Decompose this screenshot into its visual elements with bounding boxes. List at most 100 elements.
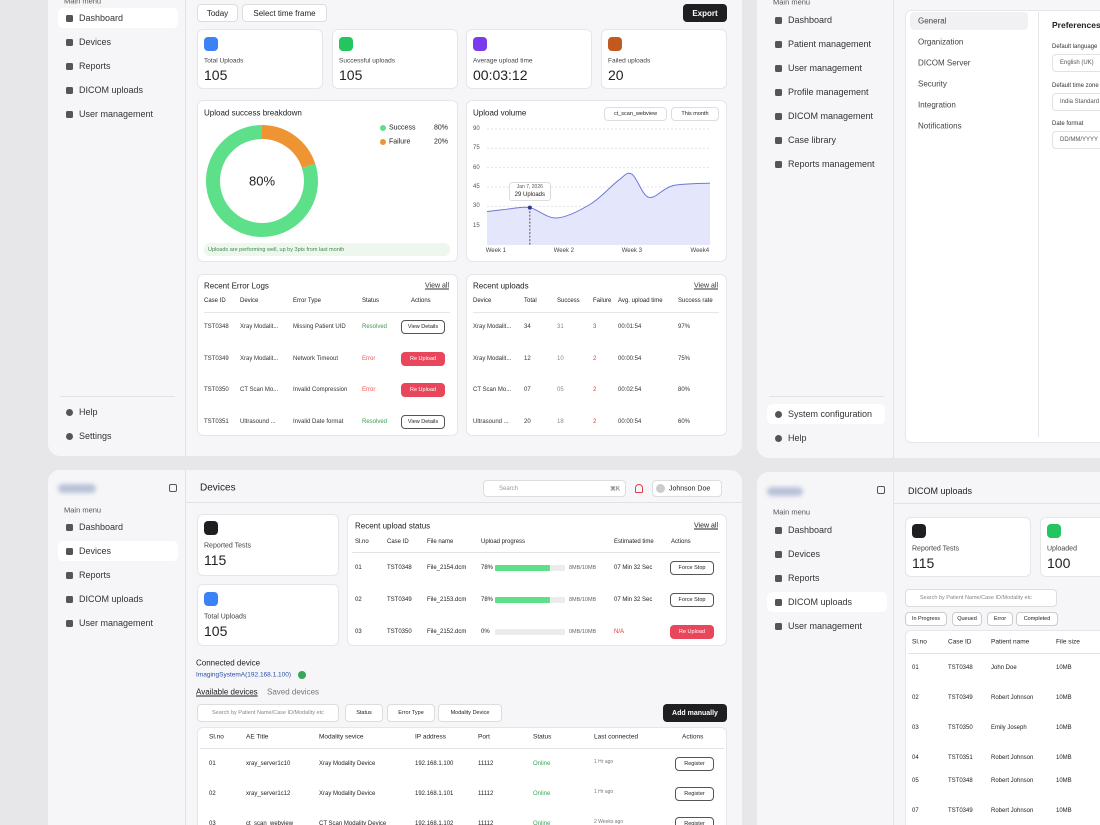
menu-item[interactable]: User management <box>788 621 863 631</box>
menu-item[interactable]: User management <box>79 109 154 119</box>
filter-select[interactable]: ct_scan_webview <box>604 107 667 121</box>
menu-item[interactable]: Case library <box>788 135 837 145</box>
menu-item[interactable]: DICOM uploads <box>788 597 853 607</box>
table-cell: 11112 <box>478 791 494 797</box>
menu-item[interactable]: DICOM uploads <box>79 85 144 95</box>
table-cell: TST0351 <box>948 755 973 761</box>
action-button[interactable]: View Details <box>401 320 445 334</box>
table-cell: File_2152.dcm <box>427 629 467 635</box>
filter-select[interactable]: Modality Device <box>438 704 502 722</box>
menu-item[interactable]: Devices <box>79 546 112 556</box>
menu-item[interactable]: System configuration <box>788 409 873 419</box>
settings-nav-item[interactable]: DICOM Server <box>918 58 971 68</box>
search-box[interactable] <box>197 704 339 722</box>
card-title: Upload success breakdown <box>204 108 302 118</box>
action-button[interactable]: Re Upload <box>401 383 445 397</box>
table-cell: 2 <box>593 419 597 425</box>
field-value: DD/MM/YYYY <box>1060 137 1099 143</box>
menu-item[interactable]: Dashboard <box>79 13 124 23</box>
table-cell: TST0349 <box>204 356 229 362</box>
menu-item[interactable]: Reports <box>788 573 820 583</box>
filter-chip[interactable]: In Progress <box>905 612 947 626</box>
y-tick-label: 15 <box>473 222 480 229</box>
action-button[interactable]: Force Stop <box>670 593 714 607</box>
settings-nav-item[interactable]: Security <box>918 79 947 89</box>
menu-item[interactable]: Profile management <box>788 87 869 97</box>
action-button[interactable]: View Details <box>401 415 445 429</box>
filter-chip[interactable]: Error <box>987 612 1013 626</box>
range-select[interactable]: Today <box>197 4 238 22</box>
menu-item[interactable]: Dashboard <box>788 525 833 535</box>
action-button[interactable]: Re Upload <box>670 625 714 639</box>
table-cell: 07 <box>524 387 531 393</box>
menu-item[interactable]: Reports <box>79 61 111 71</box>
legend-value: 80% <box>433 124 448 132</box>
sidebar-toggle[interactable] <box>169 484 177 492</box>
action-button[interactable]: Force Stop <box>670 561 714 575</box>
column-header: Device <box>240 298 259 304</box>
menu-item[interactable]: Reports <box>79 570 111 580</box>
search-box[interactable] <box>483 480 626 497</box>
settings-nav-item[interactable]: Integration <box>918 100 956 110</box>
menu-title: Main menu <box>773 507 811 517</box>
table-cell: 01 <box>912 665 919 671</box>
icon <box>775 598 782 606</box>
menu-item[interactable]: DICOM uploads <box>79 594 144 604</box>
settings-nav-item[interactable]: Organization <box>918 37 964 47</box>
add-button[interactable]: Add manually <box>663 704 727 722</box>
table-cell: CT Scan Mo... <box>240 387 279 393</box>
settings-nav-item[interactable]: Notifications <box>918 121 962 131</box>
filter-select[interactable]: Error Type <box>387 704 435 722</box>
menu-item[interactable]: User management <box>79 618 154 628</box>
user-menu[interactable] <box>652 480 722 497</box>
filter-chip[interactable]: Queued <box>952 612 982 626</box>
menu-item[interactable]: Devices <box>788 549 821 559</box>
table-cell: ct_scan_webview <box>246 821 294 825</box>
export-button[interactable]: Export <box>683 4 727 22</box>
filter-select[interactable]: Status <box>345 704 383 722</box>
icon <box>66 408 73 416</box>
register-button[interactable]: Register <box>675 757 714 771</box>
menu-item[interactable]: DICOM management <box>788 111 874 121</box>
settings-nav-item[interactable]: General <box>918 16 947 26</box>
menu-item[interactable]: Settings <box>79 431 112 441</box>
register-button[interactable]: Register <box>675 787 714 801</box>
icon <box>66 547 73 555</box>
view-all[interactable]: View all <box>694 522 718 530</box>
menu-item[interactable]: Help <box>788 433 807 443</box>
column-header: Status <box>362 298 380 304</box>
stat-label: Total Uploads <box>204 613 247 621</box>
table-cell: TST0348 <box>948 665 973 671</box>
table-cell: Missing Patient UID <box>293 324 346 330</box>
menu-item[interactable]: Devices <box>79 37 112 47</box>
menu-item[interactable]: Help <box>79 407 98 417</box>
table-cell: 192.168.1.102 <box>415 821 454 825</box>
tab[interactable]: Available devices <box>196 687 258 697</box>
filter-chip[interactable]: Completed <box>1016 612 1058 626</box>
column-header: IP address <box>415 733 446 741</box>
view-all[interactable]: View all <box>425 282 449 290</box>
notification-icon[interactable] <box>635 484 643 493</box>
menu-item[interactable]: Patient management <box>788 39 872 49</box>
table-cell: File_2154.dcm <box>427 565 467 571</box>
section-title: Preferences <box>1052 20 1100 30</box>
filter-select[interactable]: This month <box>671 107 719 121</box>
card <box>197 727 727 825</box>
card-title: Recent Error Logs <box>204 281 269 291</box>
search-box[interactable] <box>905 589 1057 607</box>
menu-item[interactable]: Dashboard <box>79 522 124 532</box>
legend-dot <box>380 125 386 131</box>
menu-item[interactable]: Reports management <box>788 159 875 169</box>
menu-item[interactable]: Dashboard <box>788 15 833 25</box>
stat-label: Reported Tests <box>912 545 959 553</box>
action-button[interactable]: Re Upload <box>401 352 445 366</box>
sidebar-toggle[interactable] <box>877 486 885 494</box>
register-button[interactable]: Register <box>675 817 714 825</box>
table-cell: 07 <box>912 808 919 814</box>
view-all[interactable]: View all <box>694 282 718 290</box>
tab[interactable]: Saved devices <box>267 687 320 697</box>
menu-item[interactable]: User management <box>788 63 863 73</box>
time-frame[interactable]: Select time frame <box>242 4 327 22</box>
table-cell: Error <box>362 387 376 393</box>
card-title: Recent upload status <box>355 521 431 531</box>
